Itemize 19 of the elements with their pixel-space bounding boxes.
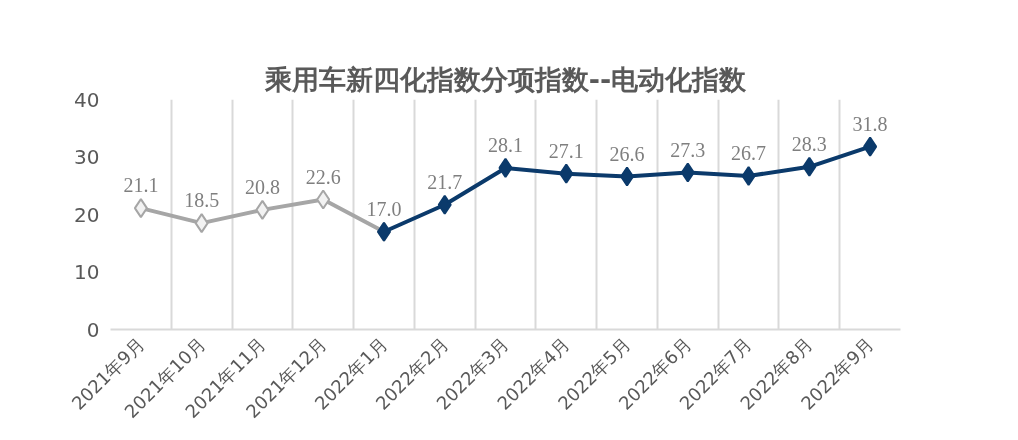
data-label: 31.8 xyxy=(852,112,888,135)
y-tick-label: 0 xyxy=(86,317,100,342)
data-label: 26.7 xyxy=(731,141,767,164)
data-label: 21.7 xyxy=(427,170,463,193)
data-label: 28.3 xyxy=(791,132,827,155)
data-label: 18.5 xyxy=(184,189,220,212)
data-label: 27.3 xyxy=(670,138,706,161)
y-tick-label: 20 xyxy=(74,202,100,227)
data-label: 20.8 xyxy=(244,175,280,198)
y-tick-label: 40 xyxy=(74,87,100,112)
data-label: 22.6 xyxy=(305,165,341,188)
chart-title: 乘用车新四化指数分项指数--电动化指数 xyxy=(263,63,748,95)
y-tick-label: 10 xyxy=(74,260,100,284)
data-label: 26.6 xyxy=(609,142,645,165)
data-label: 21.1 xyxy=(123,174,159,197)
data-label: 27.1 xyxy=(548,139,584,162)
data-label: 17.0 xyxy=(366,197,402,220)
data-label: 28.1 xyxy=(488,133,523,156)
y-tick-label: 30 xyxy=(74,145,100,169)
